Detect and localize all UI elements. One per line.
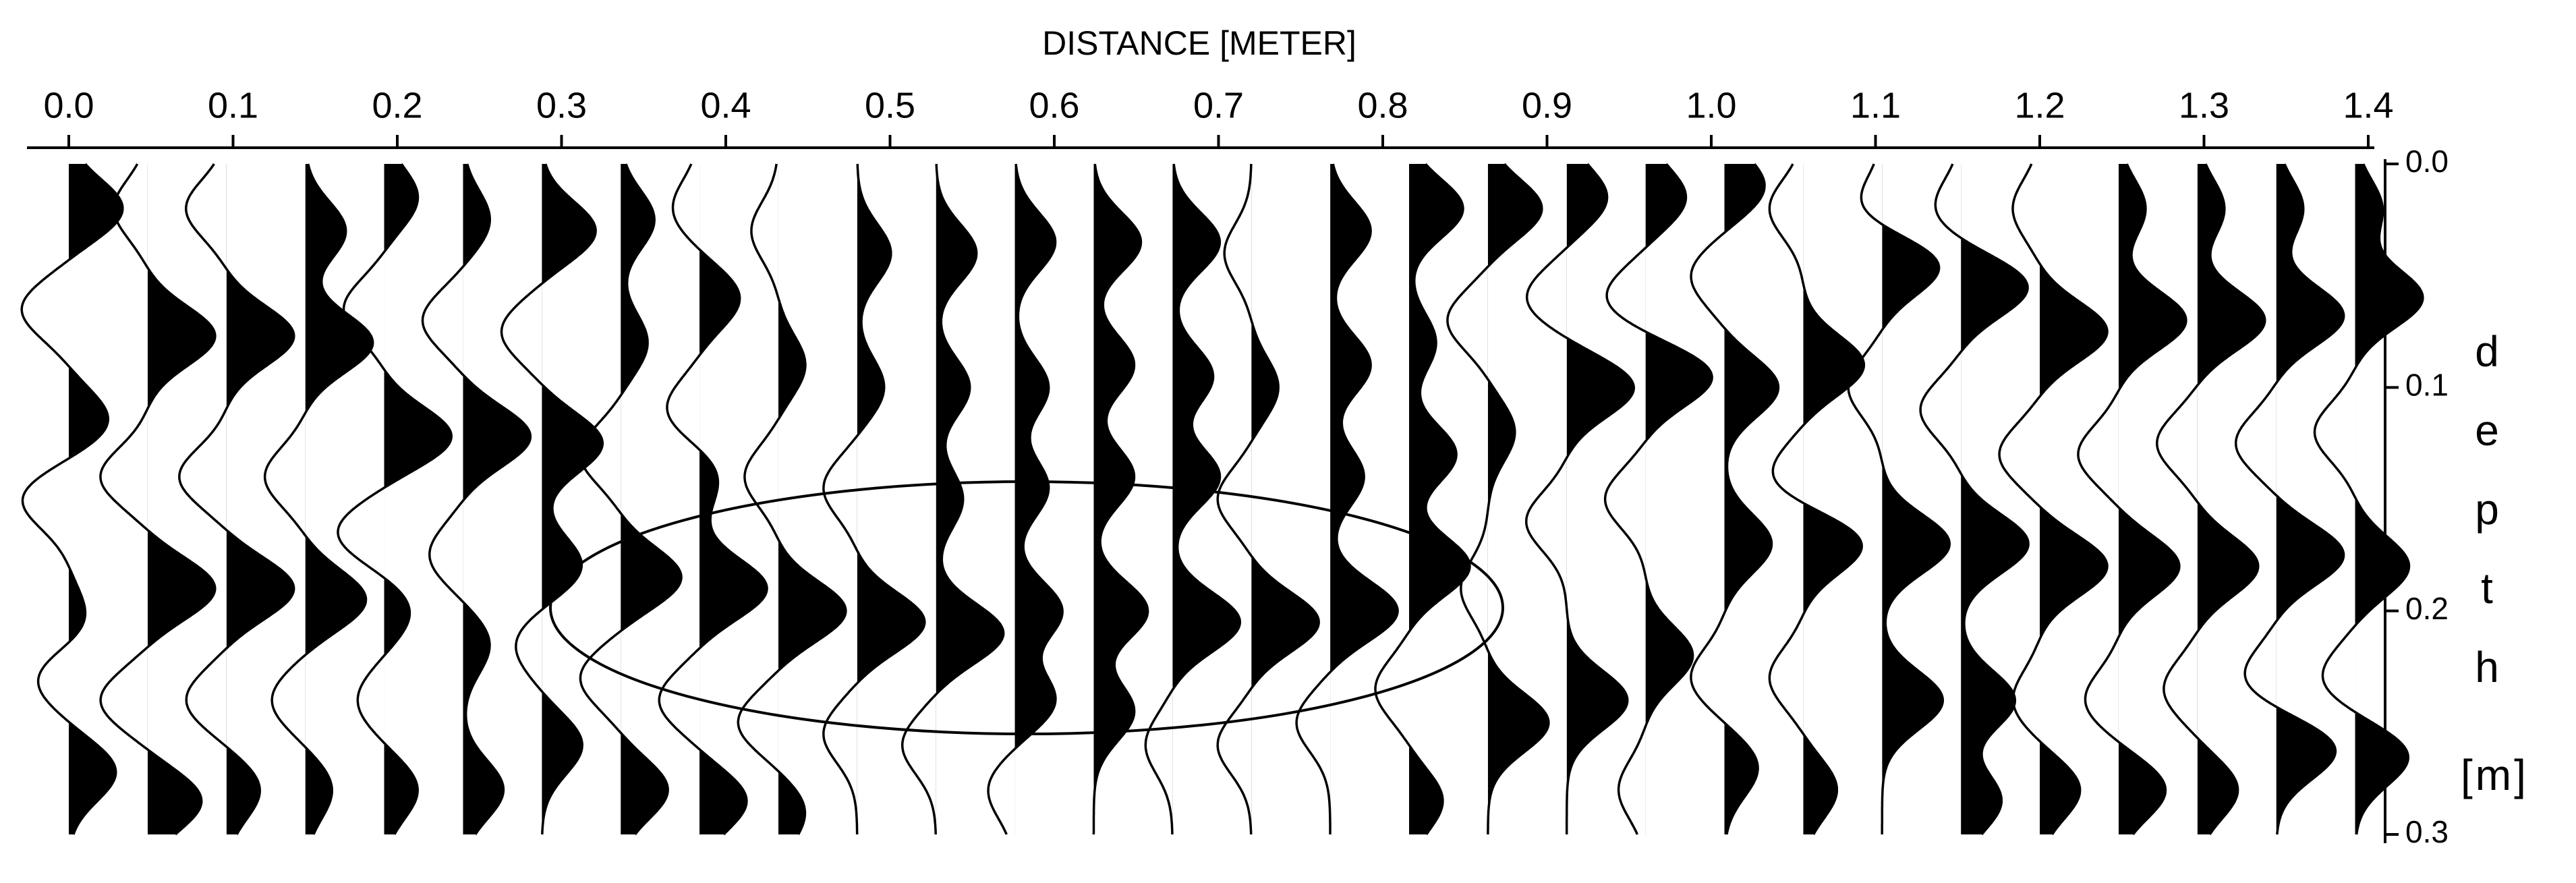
x-tick-label: 0.7 — [1193, 85, 1244, 125]
x-tick-label: 0.5 — [865, 85, 915, 125]
trace-line — [500, 163, 604, 835]
trace-line — [2313, 163, 2424, 835]
x-tick-label: 1.2 — [2014, 85, 2065, 125]
trace-line — [1144, 163, 1242, 835]
trace-line — [737, 163, 847, 835]
x-tick-label: 0.3 — [536, 85, 587, 125]
trace-line — [900, 163, 1005, 834]
y-tick-label: 0.3 — [2405, 814, 2449, 849]
trace-fill — [2197, 164, 2265, 834]
trace-line — [1295, 163, 1399, 834]
trace-line — [1603, 163, 1713, 835]
trace-line — [1768, 163, 1866, 835]
x-tick-label: 1.1 — [1850, 85, 1901, 125]
y-tick-label: 0.2 — [2405, 591, 2449, 626]
trace-line — [579, 163, 683, 836]
trace-line — [1690, 163, 1780, 835]
trace-fill — [1014, 164, 1063, 749]
trace-fill — [147, 267, 215, 834]
x-tick-label: 0.9 — [1522, 85, 1572, 125]
traces — [20, 163, 2424, 836]
trace-fill — [1487, 164, 1549, 834]
trace-fill — [384, 164, 452, 834]
trace-fill — [778, 297, 846, 834]
trace-fill — [542, 164, 603, 834]
x-tick-label: 1.0 — [1686, 85, 1736, 125]
trace-line — [178, 163, 295, 835]
trace-line — [1847, 163, 1951, 834]
trace-line — [987, 163, 1064, 835]
trace-fill — [2355, 164, 2423, 834]
x-tick-label: 0.8 — [1357, 85, 1408, 125]
y-tick-label: 0.0 — [2405, 144, 2449, 179]
trace-line — [2077, 163, 2187, 836]
trace-fill — [1882, 164, 1950, 834]
trace-line — [1919, 163, 2030, 836]
trace-line — [99, 163, 217, 836]
trace-fill — [1093, 164, 1148, 834]
trace-line — [1092, 163, 1149, 834]
trace-line — [2234, 163, 2345, 835]
trace-line — [421, 163, 532, 835]
trace-fill — [1724, 164, 1779, 834]
trace-fill — [1803, 283, 1864, 834]
trace-fill — [1408, 164, 1470, 834]
trace-fill — [2276, 164, 2344, 834]
y-axis-label: depth — [2463, 327, 2511, 722]
x-tick-label: 0.4 — [700, 85, 751, 125]
trace-fill — [1645, 164, 1713, 727]
trace-line — [337, 163, 453, 835]
trace-fill — [1961, 237, 2029, 834]
trace-fill — [305, 164, 373, 834]
x-tick-label: 0.6 — [1029, 85, 1079, 125]
y-axis-unit: [m] — [2461, 751, 2529, 799]
x-tick-label: 0.1 — [208, 85, 258, 125]
trace-fill — [2118, 164, 2186, 834]
trace-line — [1446, 163, 1550, 834]
x-tick-label: 1.4 — [2343, 85, 2393, 125]
trace-fill — [699, 249, 767, 834]
trace-line — [1374, 163, 1471, 835]
y-tick-label: 0.1 — [2405, 367, 2449, 402]
annotation-ellipse — [549, 480, 1504, 735]
trace-line — [1524, 163, 1635, 834]
trace-fill — [226, 268, 294, 834]
trace-fill — [621, 164, 681, 834]
trace-fill — [1251, 164, 1319, 834]
trace-fill — [1566, 164, 1634, 834]
trace-line — [2156, 163, 2266, 835]
x-tick-label: 1.3 — [2179, 85, 2229, 125]
trace-line — [1998, 163, 2109, 835]
trace-line — [658, 163, 768, 836]
trace-line — [20, 163, 124, 835]
x-tick-label: 0.2 — [372, 85, 422, 125]
chart-title: DISTANCE [METER] — [1042, 24, 1356, 62]
trace-line — [263, 163, 374, 835]
trace-fill — [857, 164, 925, 683]
trace-fill — [69, 164, 123, 834]
trace-fill — [1330, 164, 1398, 834]
x-tick-label: 0.0 — [43, 85, 94, 125]
trace-fill — [463, 164, 531, 834]
trace-fill — [2040, 164, 2107, 834]
